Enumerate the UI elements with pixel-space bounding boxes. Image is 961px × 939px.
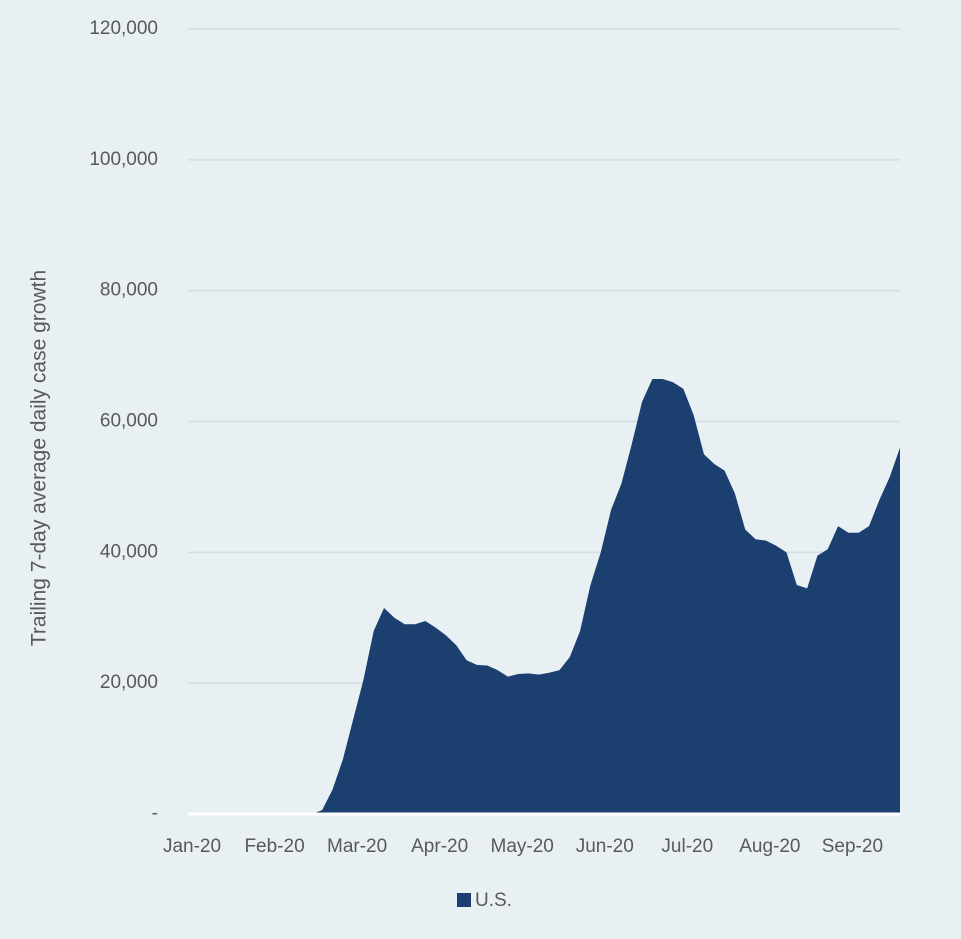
- x-tick-label: Mar-20: [327, 836, 387, 857]
- y-tick-label: -: [152, 803, 158, 824]
- x-tick-label: Apr-20: [411, 836, 468, 857]
- y-tick-label: 40,000: [100, 541, 158, 562]
- x-tick-label: Sep-20: [822, 836, 883, 857]
- x-tick-label: Feb-20: [244, 836, 304, 857]
- legend-label: U.S.: [475, 890, 512, 911]
- y-tick-label: 100,000: [89, 149, 158, 170]
- x-tick-label: May-20: [491, 836, 554, 857]
- y-tick-label: 120,000: [89, 18, 158, 39]
- y-axis-title: Trailing 7-day average daily case growth: [28, 270, 51, 646]
- x-tick-label: Jan-20: [163, 836, 221, 857]
- area: [188, 378, 900, 814]
- x-tick-label: Jul-20: [661, 836, 713, 857]
- x-tick-label: Aug-20: [739, 836, 800, 857]
- legend-swatch: [457, 893, 471, 907]
- y-tick-label: 60,000: [100, 411, 158, 432]
- x-tick-label: Jun-20: [576, 836, 634, 857]
- y-tick-label: 80,000: [100, 280, 158, 301]
- y-tick-label: 20,000: [100, 672, 158, 693]
